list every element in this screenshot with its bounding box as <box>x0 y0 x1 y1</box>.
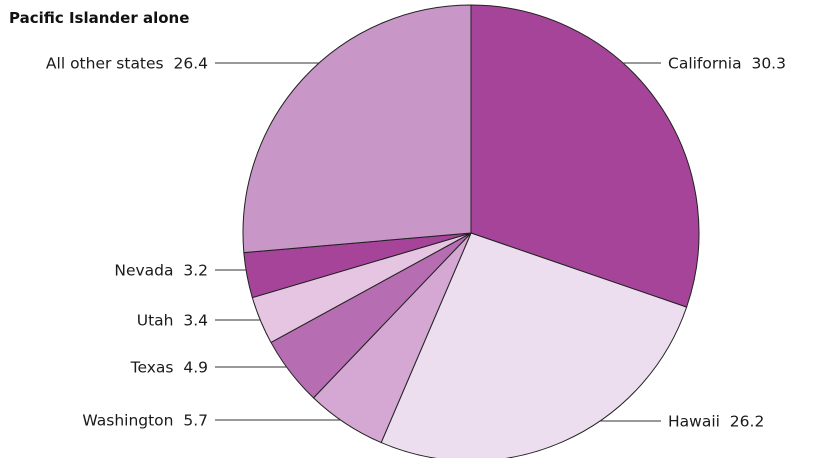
slice-label-hawaii: Hawaii 26.2 <box>668 413 764 431</box>
pie-labels: California 30.3 Hawaii 26.2 Washington 5.7… <box>46 55 786 431</box>
pie-slice-all-other-states <box>242 4 472 254</box>
slice-label-all-other-states: All other states 26.4 <box>46 55 208 73</box>
chart-title: Pacific Islander alone <box>9 9 189 27</box>
pie-slice-california <box>470 4 700 308</box>
slice-label-nevada: Nevada 3.2 <box>114 262 208 280</box>
pie-slice-hawaii <box>380 232 688 458</box>
slice-label-utah: Utah 3.4 <box>137 312 208 330</box>
pie-slices <box>242 4 700 458</box>
slice-label-california: California 30.3 <box>668 55 786 73</box>
slice-label-texas: Texas 4.9 <box>130 359 208 377</box>
slice-label-washington: Washington 5.7 <box>82 412 208 430</box>
